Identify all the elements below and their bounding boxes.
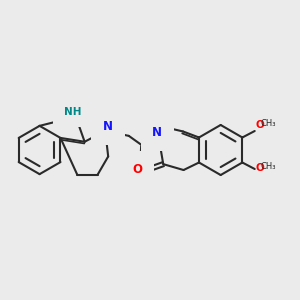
Text: CH₃: CH₃ (260, 119, 275, 128)
Text: CH₃: CH₃ (260, 162, 275, 171)
Text: NH: NH (64, 107, 81, 117)
Text: N: N (103, 120, 113, 133)
Text: O: O (132, 163, 142, 176)
Text: O: O (256, 120, 264, 130)
Text: O: O (256, 163, 264, 172)
Text: O: O (130, 164, 140, 177)
Text: N: N (152, 126, 162, 139)
